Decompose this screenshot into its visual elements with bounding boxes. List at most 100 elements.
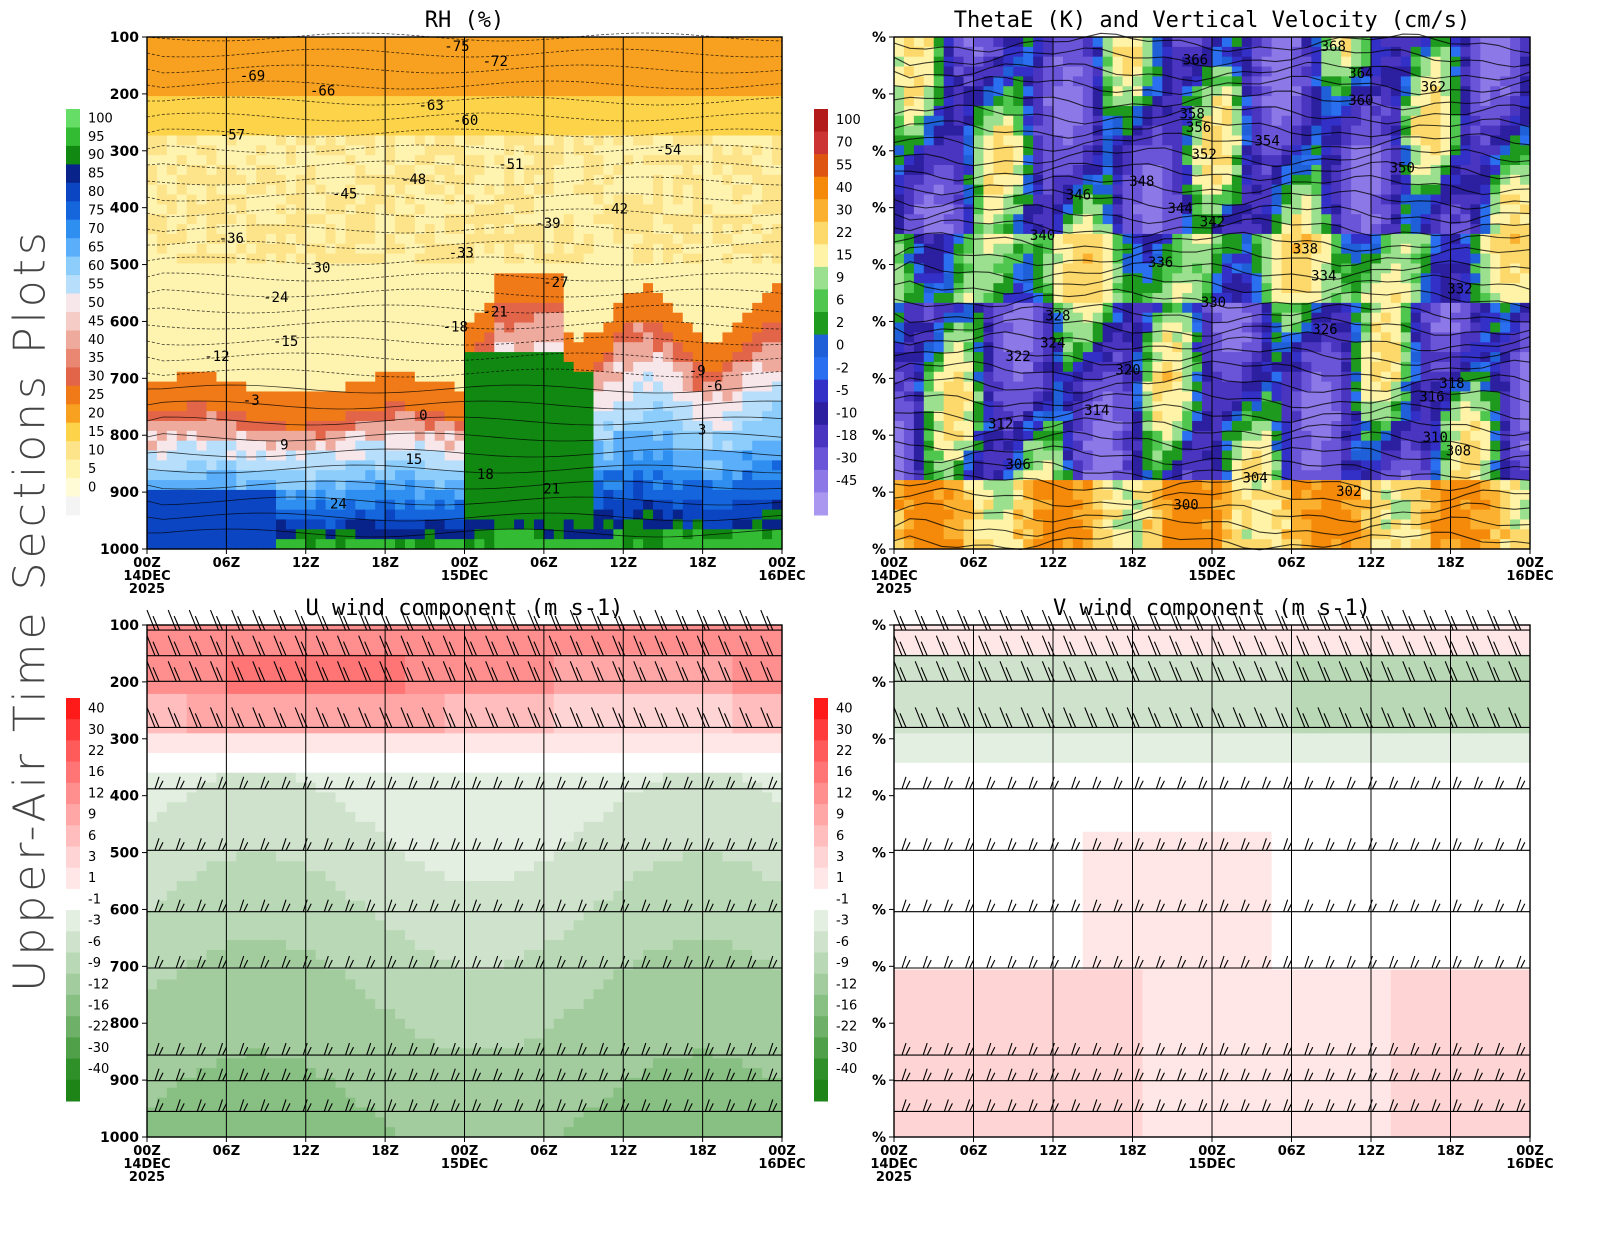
heatmap-cell [913,66,925,77]
heatmap-cell [923,105,935,117]
heatmap-cell [315,361,327,373]
heatmap-cell [1162,519,1173,530]
heatmap-cell [275,489,287,501]
heatmap-cell [732,214,743,225]
heatmap-cell [464,86,476,97]
heatmap-cell [613,56,624,68]
heatmap-cell [933,86,945,97]
heatmap-cell [732,450,743,461]
heatmap-cell [275,135,287,146]
heatmap-cell [913,312,925,324]
heatmap-cell [514,66,525,77]
heatmap-cell [335,145,347,156]
heatmap-cell [1053,421,1064,432]
heatmap-cell [395,155,406,166]
heatmap-cell [1082,214,1094,225]
heatmap-cell [414,430,426,442]
heatmap-cell [712,371,724,383]
heatmap-cell [434,342,446,353]
heatmap-cell [256,529,267,540]
heatmap-cell [365,293,376,304]
heatmap-cell [285,204,297,215]
heatmap-cell [1053,224,1064,235]
heatmap-cell [414,489,426,501]
heatmap-cell [953,411,965,422]
heatmap-cell [543,430,555,442]
heatmap-cell [1132,529,1144,540]
heatmap-cell [266,509,277,521]
heatmap-cell [1043,529,1054,540]
heatmap-cell [266,76,277,87]
heatmap-cell [603,194,614,205]
heatmap-cell [206,293,218,304]
heatmap-cell [1082,184,1094,196]
heatmap-cell [295,470,307,481]
heatmap-cell [1053,519,1064,530]
heatmap-cell [953,233,965,245]
heatmap-cell [285,391,297,402]
heatmap-cell [216,361,227,373]
heatmap-cell [772,322,783,333]
heatmap-cell [494,125,505,137]
heatmap-cell [424,539,436,550]
heatmap-cell [1053,174,1064,186]
heatmap-cell [236,401,247,412]
heatmap-cell [464,411,476,422]
heatmap-cell [236,105,247,117]
heatmap-cell [973,46,985,58]
heatmap-cell [772,470,783,481]
heatmap-cell [543,194,555,205]
heatmap-cell [325,263,337,274]
heatmap-cell [504,450,515,461]
heatmap-cell [533,499,545,511]
heatmap-cell [603,480,614,491]
heatmap-cell [1072,519,1084,530]
heatmap-cell [903,352,915,363]
heatmap-cell [434,440,446,452]
heatmap-cell [762,263,773,274]
heatmap-cell [385,489,396,501]
heatmap-cell [494,489,505,501]
heatmap-cell [742,46,753,58]
heatmap-cell [894,480,905,491]
heatmap-cell [355,155,366,166]
heatmap-cell [305,529,317,540]
heatmap-cell [692,430,704,442]
heatmap-cell [682,263,694,274]
heatmap-cell [742,214,753,225]
heatmap-cell [275,460,287,471]
heatmap-cell [325,480,337,491]
heatmap-cell [1172,135,1183,146]
heatmap-cell [923,302,935,314]
heatmap-cell [196,411,208,422]
heatmap-cell [414,302,426,314]
heatmap-cell [943,440,955,452]
heatmap-cell [643,184,654,196]
heatmap-cell [1082,37,1094,48]
heatmap-cell [963,411,975,422]
heatmap-cell [315,145,327,156]
heatmap-cell [285,302,297,314]
heatmap-cell [315,440,327,452]
heatmap-cell [385,243,396,255]
heatmap-cell [923,421,935,432]
heatmap-cell [1043,214,1054,225]
heatmap-cell [603,214,614,225]
heatmap-cell [275,145,287,156]
heatmap-cell [514,145,525,156]
heatmap-cell [993,440,1004,452]
heatmap-cell [345,243,356,255]
heatmap-cell [1013,243,1024,255]
heatmap-cell [643,135,654,146]
contour-line [146,352,783,362]
heatmap-cell [325,214,337,225]
heatmap-cell [553,352,565,363]
heatmap-cell [913,322,925,333]
heatmap-cell [385,145,396,156]
heatmap-cell [156,233,168,245]
heatmap-cell [484,361,495,373]
heatmap-cell [295,322,307,333]
heatmap-cell [315,125,327,137]
heatmap-cell [454,519,466,530]
heatmap-cell [275,342,287,353]
